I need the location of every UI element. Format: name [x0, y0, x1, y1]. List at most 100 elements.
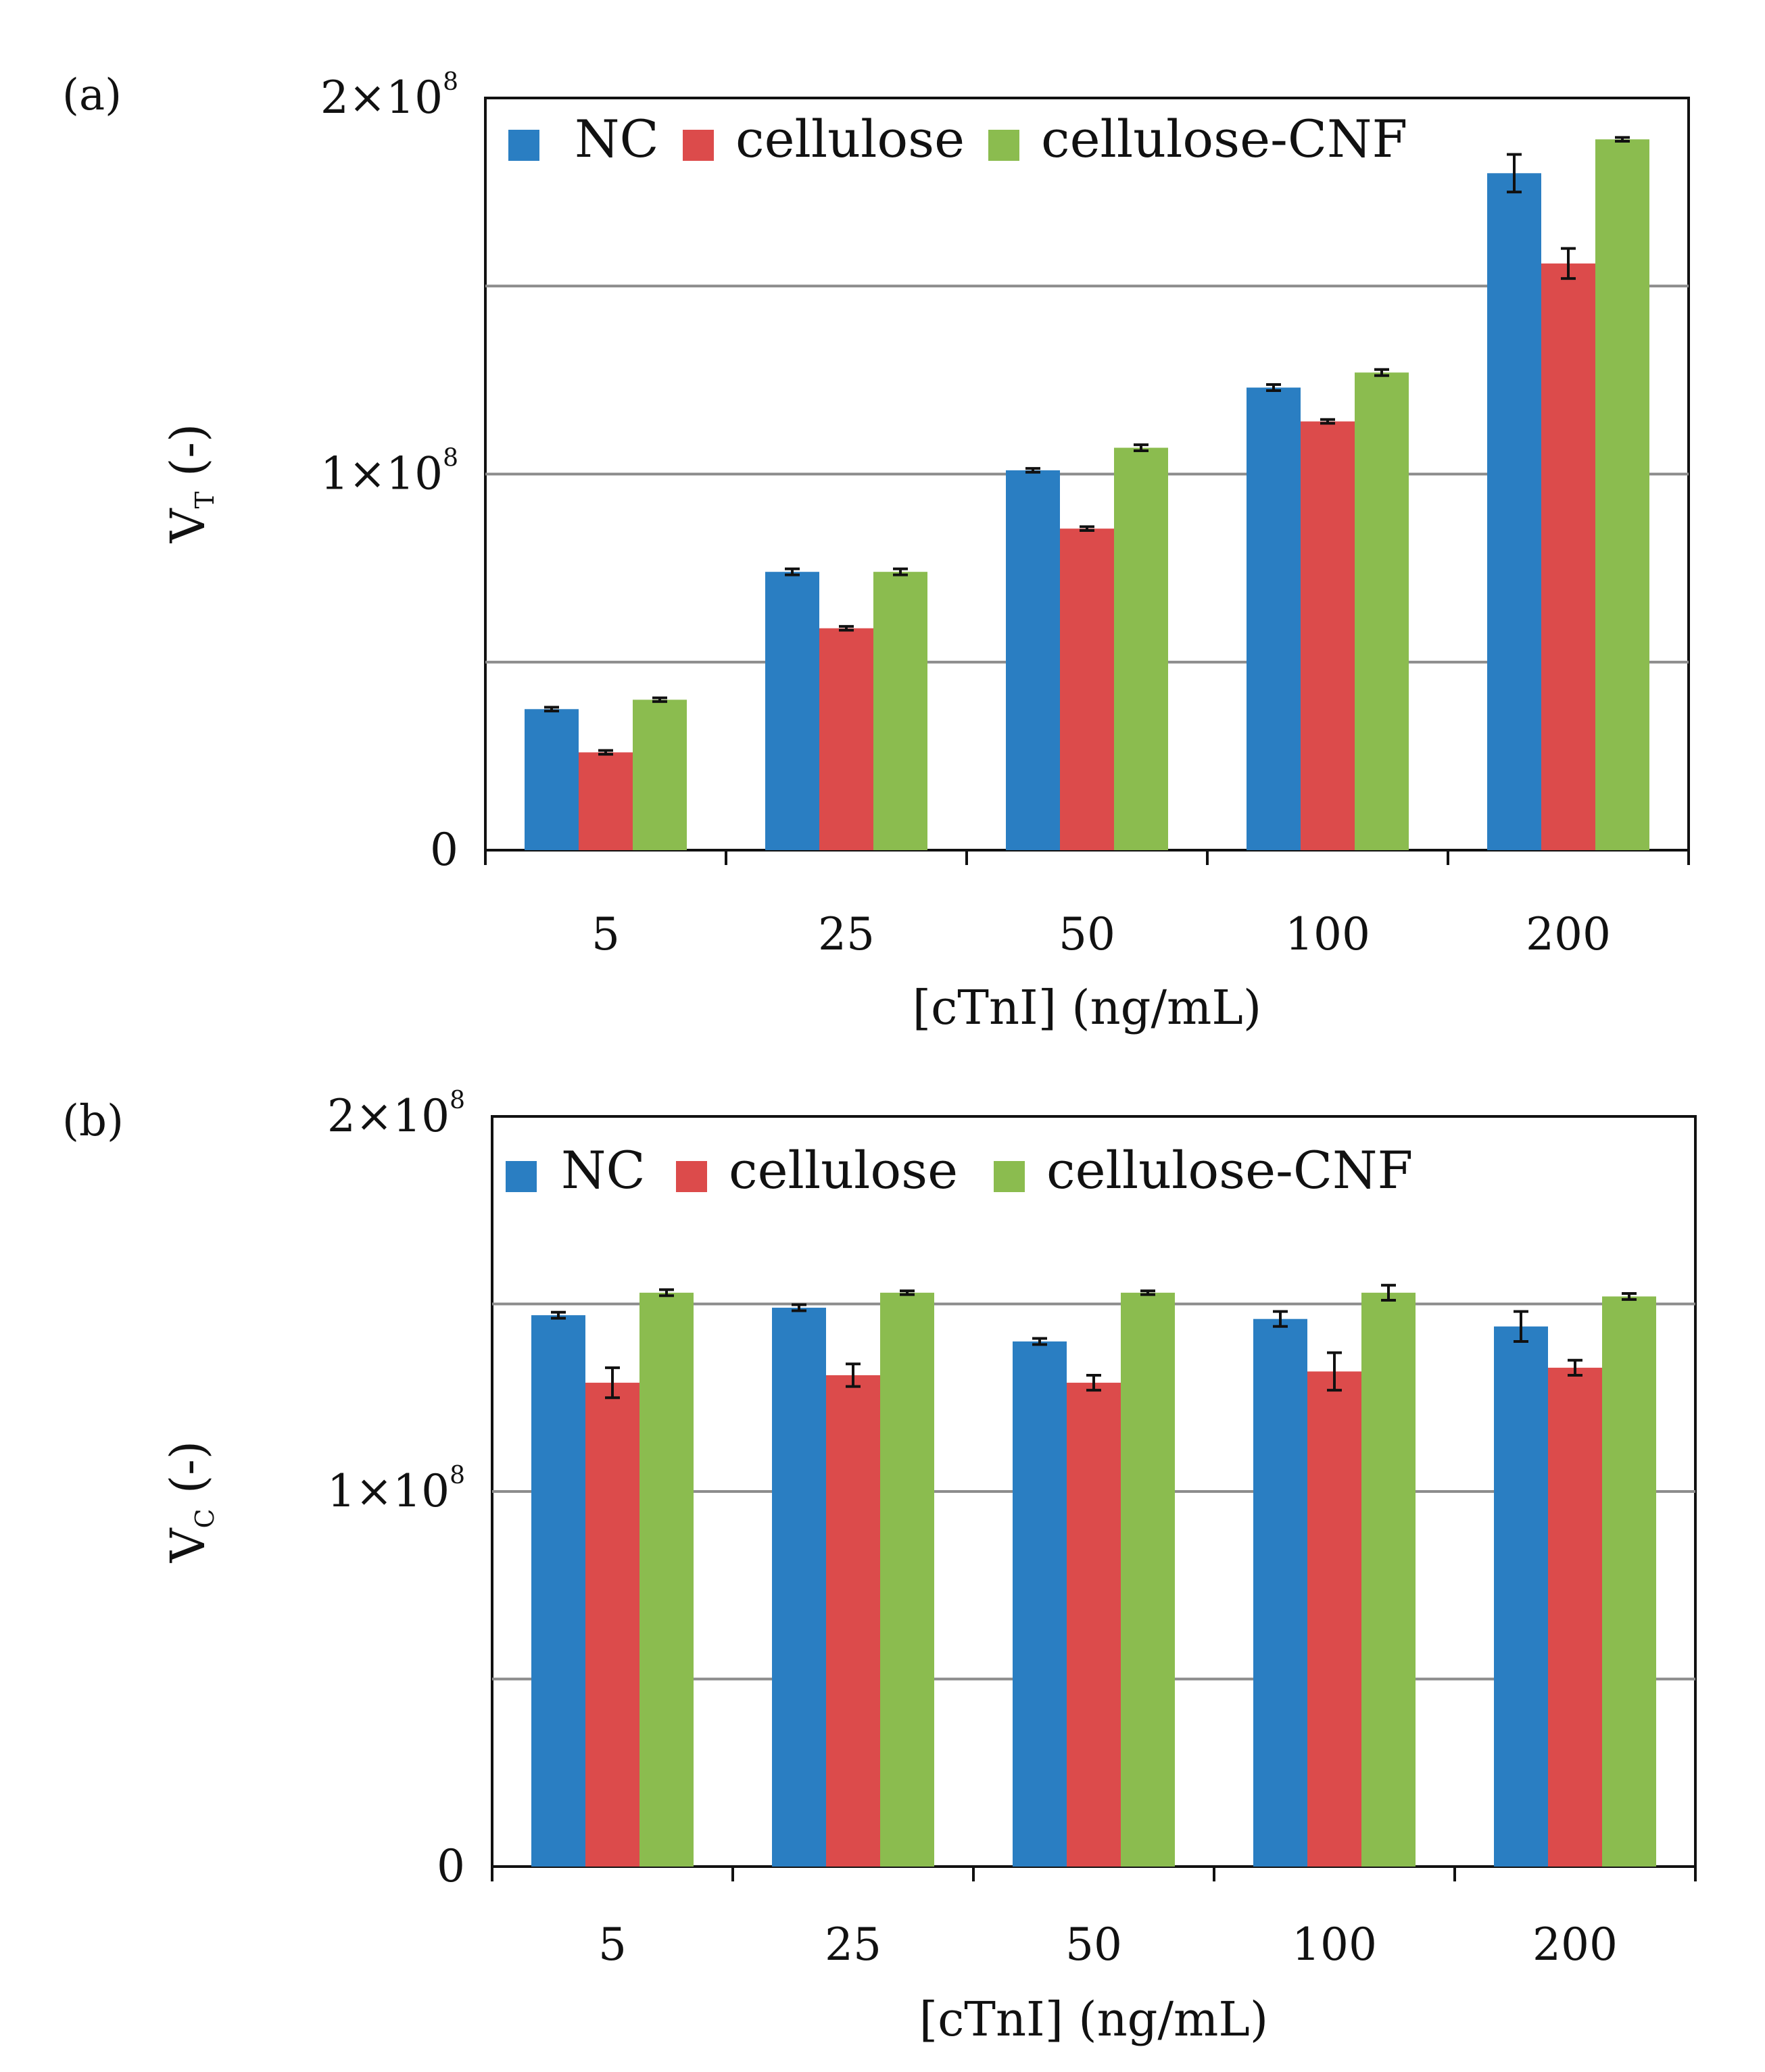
x-axis-label: [cTnI] (ng/mL) [919, 1992, 1268, 2047]
bar-cellulose [1067, 1383, 1121, 1867]
bar-nc [765, 572, 819, 850]
y-tick-label: 1×108 [327, 1462, 465, 1517]
error-bar [1080, 525, 1094, 532]
error-bar [1320, 418, 1335, 425]
y-tick-label-base: 1×10 [327, 1465, 450, 1517]
y-tick-label-exponent: 8 [443, 68, 458, 96]
bar-nc [1487, 173, 1541, 850]
bar-nc [1253, 1318, 1307, 1867]
error-bar [1273, 1310, 1288, 1328]
x-tick-label: 5 [598, 1919, 627, 1971]
y-axis-label: VC (-) [160, 1441, 220, 1563]
bar-nc [531, 1315, 585, 1867]
y-tick-label: 1×108 [320, 445, 458, 500]
error-bar [1025, 467, 1040, 474]
y-tick-label: 2×108 [320, 68, 458, 124]
legend-swatch-cellulose-cnf [988, 130, 1019, 161]
bar-cellulose-cnf [633, 699, 687, 850]
bar-cellulose [579, 752, 633, 850]
legend-label-cellulose: cellulose [729, 1140, 958, 1200]
y-tick-label: 0 [430, 824, 458, 876]
y-axis-label-suffix: (-) [160, 1441, 216, 1509]
bar-cellulose-cnf [1361, 1292, 1416, 1867]
legend-label-cellulose: cellulose [735, 109, 965, 169]
error-bar [659, 1288, 674, 1298]
x-tick-label: 5 [591, 908, 620, 960]
x-tick-label: 25 [818, 908, 875, 960]
y-axis-label-base: V [160, 508, 216, 543]
bar-nc [1247, 387, 1301, 850]
error-bar [652, 696, 667, 704]
x-tick-label: 50 [1065, 1919, 1122, 1971]
error-bar [605, 1366, 620, 1400]
bar-cellulose-cnf [1121, 1292, 1175, 1867]
x-tick-label: 200 [1526, 908, 1611, 960]
error-bar [1374, 368, 1389, 377]
error-bar [893, 567, 908, 576]
y-tick-label: 2×108 [327, 1087, 465, 1142]
y-tick-label-base: 0 [430, 824, 458, 876]
x-tick-label: 25 [825, 1919, 881, 1971]
bar-cellulose [1307, 1371, 1361, 1867]
error-bar [785, 567, 800, 576]
bar-cellulose-cnf [1602, 1296, 1656, 1867]
legend-swatch-cellulose [676, 1161, 707, 1192]
bar-cellulose [1060, 528, 1114, 850]
bar-cellulose-cnf [880, 1292, 934, 1867]
bar-nc [525, 709, 579, 850]
error-bar [1266, 383, 1281, 392]
error-bar [551, 1310, 566, 1320]
x-axis-label: [cTnI] (ng/mL) [913, 980, 1261, 1035]
error-bar [598, 749, 613, 756]
y-tick-label-base: 0 [437, 1840, 465, 1892]
bar-cellulose [1548, 1367, 1602, 1867]
error-bar [1514, 1310, 1528, 1343]
error-bar [846, 1362, 861, 1388]
panel-label: (a) [62, 70, 122, 120]
bar-cellulose-cnf [1595, 139, 1649, 851]
bar-cellulose [1541, 263, 1595, 850]
bar-cellulose-cnf [1114, 447, 1168, 850]
y-axis-label: VT (-) [160, 424, 220, 543]
bar-cellulose [1301, 421, 1355, 850]
x-tick-label: 200 [1532, 1919, 1618, 1971]
legend-label-cellulose-cnf: cellulose-CNF [1046, 1140, 1413, 1200]
y-tick-label-base: 1×10 [320, 448, 443, 500]
x-tick-label: 50 [1059, 908, 1115, 960]
bar-cellulose [826, 1375, 880, 1867]
error-bar [1032, 1337, 1047, 1346]
y-tick-label-exponent: 8 [450, 1087, 465, 1114]
legend-swatch-cellulose-cnf [994, 1161, 1025, 1192]
y-axis-label-subscript: C [190, 1508, 220, 1528]
y-tick-label: 0 [437, 1840, 465, 1892]
error-bar [839, 624, 854, 632]
error-bar [1561, 247, 1576, 280]
legend-swatch-nc [506, 1161, 537, 1192]
error-bar [900, 1289, 915, 1296]
legend-label-nc: NC [575, 109, 659, 169]
bar-nc [1494, 1326, 1548, 1867]
x-tick-label: 100 [1292, 1919, 1377, 1971]
y-axis-label-subscript: T [190, 491, 220, 508]
error-bar [1568, 1358, 1582, 1377]
panel-label: (b) [62, 1096, 124, 1146]
legend-label-cellulose-cnf: cellulose-CNF [1041, 109, 1407, 169]
error-bar [1507, 153, 1522, 194]
error-bar [1615, 136, 1630, 143]
y-tick-label-base: 2×10 [327, 1090, 450, 1142]
legend-swatch-cellulose [683, 130, 714, 161]
y-axis-label-base: V [160, 1527, 216, 1563]
bar-nc [1006, 470, 1060, 850]
error-bar [1622, 1291, 1637, 1301]
legend-label-nc: NC [561, 1140, 646, 1200]
error-bar [1134, 443, 1149, 452]
error-bar [1140, 1289, 1155, 1296]
y-tick-label-base: 2×10 [320, 72, 443, 124]
y-tick-label-exponent: 8 [450, 1462, 465, 1489]
bar-cellulose [819, 628, 873, 850]
bar-cellulose-cnf [873, 572, 927, 850]
bar-cellulose-cnf [1355, 372, 1409, 850]
